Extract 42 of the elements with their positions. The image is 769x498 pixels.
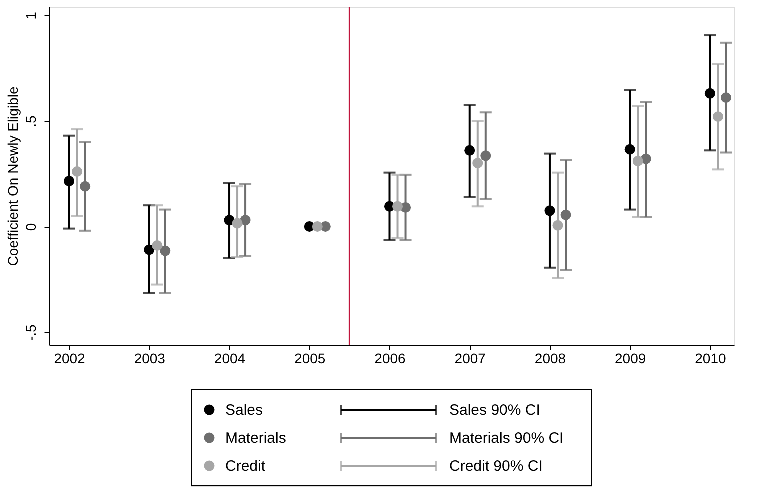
x-tick-label: 2006 [374,350,406,366]
x-tick-label: 2002 [54,350,86,366]
point [64,176,75,187]
x-tick-label: 2008 [534,350,566,366]
point [632,156,644,166]
x-tick-label: 2005 [294,350,326,366]
y-tick-label: 1 [22,12,39,20]
point [80,181,91,192]
point [720,92,732,104]
point [224,215,235,226]
y-tick-label: .5 [22,116,39,128]
point [160,246,171,256]
point [472,158,484,169]
point [392,201,404,212]
point [464,145,476,156]
point [544,206,556,216]
text: Materials 90% CI [450,430,564,447]
point [560,210,572,220]
legend-label: Credit [226,458,266,475]
point [72,166,83,178]
x-tick-label: 2003 [134,350,166,366]
y-tick-label: 0 [22,223,39,232]
point [232,218,243,229]
text: Credit 90% CI [450,458,543,475]
y-tick-label: -.5 [22,324,39,341]
point [712,112,724,122]
legend-label: Sales [226,402,264,419]
point [480,150,492,162]
point [312,221,323,232]
x-tick-label: 2004 [214,350,246,366]
text: Sales 90% CI [450,402,540,419]
point [144,244,155,256]
point [704,88,716,99]
y-axis-title: Coefficient On Newly Eligible [4,86,21,266]
point [624,144,636,155]
point [152,240,163,251]
point [552,220,564,231]
point [240,215,251,226]
x-tick-label: 2007 [454,350,486,366]
x-tick-label: 2009 [615,350,646,366]
x-tick-label: 2010 [695,350,726,366]
legend-label: Materials [226,430,286,447]
